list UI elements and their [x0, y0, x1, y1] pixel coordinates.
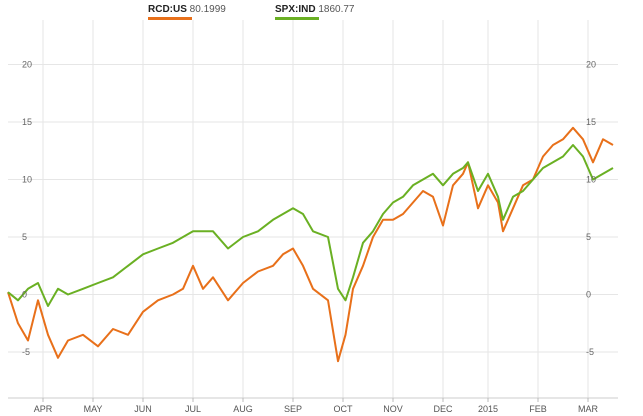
x-tick-label: NOV — [383, 404, 403, 414]
legend-symbol-rcd: RCD:US — [148, 4, 187, 15]
series-line-rcd-us — [7, 126, 614, 363]
legend-symbol-spx: SPX:IND — [275, 4, 316, 15]
x-tick-label: FEB — [529, 404, 547, 414]
y-tick-label-right: 10 — [586, 175, 596, 185]
x-tick-label: MAR — [578, 404, 599, 414]
y-tick-label-left: 10 — [22, 175, 32, 185]
legend-swatch-rcd — [148, 17, 192, 20]
y-tick-label-right: 20 — [586, 60, 596, 70]
x-tick-label: APR — [34, 404, 53, 414]
x-tick-label: MAY — [84, 404, 103, 414]
y-tick-label-right: 15 — [586, 117, 596, 127]
y-axis-left: 20 15 10 5 0 -5 — [22, 60, 32, 358]
legend-value-spx: 1860.77 — [318, 4, 355, 15]
y-tick-label-left: 15 — [22, 117, 32, 127]
y-tick-label-right: -5 — [586, 347, 594, 357]
x-tick-label: JUN — [134, 404, 152, 414]
y-axis-right: 20 15 10 5 0 -5 — [586, 60, 596, 358]
y-tick-label-right: 5 — [586, 232, 591, 242]
legend-item-spx: SPX:IND 1860.77 — [275, 4, 355, 20]
y-tick-label-left: 0 — [22, 290, 27, 300]
x-tick-label: 2015 — [478, 404, 498, 414]
y-tick-label-right: 0 — [586, 290, 591, 300]
x-tick-label: SEP — [284, 404, 302, 414]
x-tick-label: DEC — [433, 404, 453, 414]
legend-swatch-spx — [275, 17, 319, 20]
y-tick-label-left: 20 — [22, 60, 32, 70]
x-tick-label: AUG — [233, 404, 253, 414]
legend-item-rcd: RCD:US 80.1999 — [148, 4, 226, 20]
y-tick-label-left: 5 — [22, 232, 27, 242]
series-line-spx-ind — [7, 144, 614, 307]
y-tick-label-left: -5 — [22, 347, 30, 357]
x-axis: APR MAY JUN JUL AUG SEP OCT NOV DEC 2015 FEB MAR — [34, 398, 599, 414]
grid — [8, 20, 618, 399]
legend-value-rcd: 80.1999 — [189, 4, 226, 15]
x-tick-label: JUL — [185, 404, 201, 414]
x-tick-label: OCT — [334, 404, 354, 414]
series-lines — [7, 126, 614, 363]
